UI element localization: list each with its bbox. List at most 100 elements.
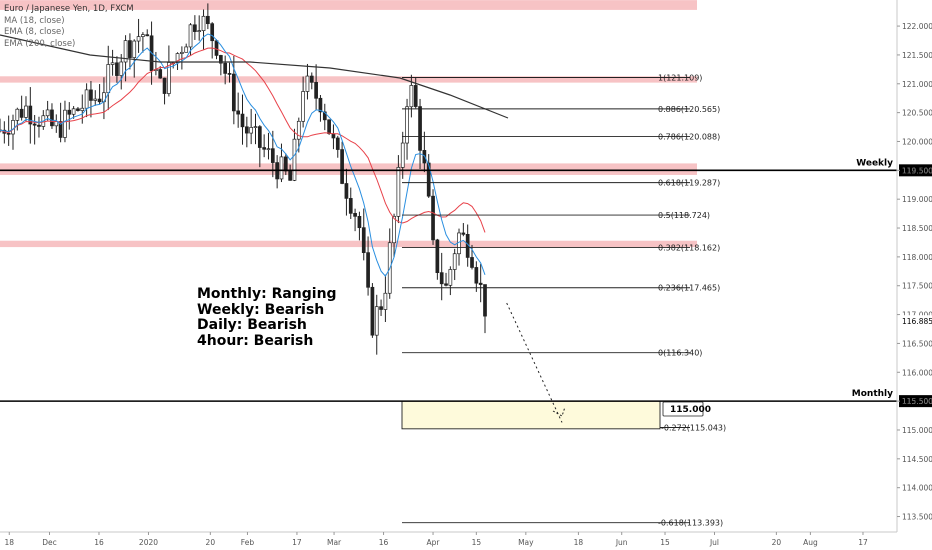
candle-body — [7, 133, 10, 134]
candle-body — [414, 85, 417, 106]
resistance-zone — [0, 241, 697, 247]
fib-level-label: -0.272(115.043) — [661, 423, 726, 432]
price-axis-label: 121.500 — [902, 51, 932, 60]
candle-body — [72, 109, 75, 114]
candle-body — [159, 70, 162, 79]
candle-body — [432, 196, 435, 240]
key-level-label: Monthly — [852, 389, 893, 399]
fib-level-label: 0.786(120.088) — [658, 132, 720, 141]
price-axis-label: 119.000 — [902, 195, 932, 204]
candle-body — [358, 216, 361, 227]
candle-body — [289, 171, 292, 180]
resistance-zone — [0, 163, 697, 175]
candle-body — [11, 120, 14, 134]
price-axis-label: 116.000 — [902, 368, 932, 377]
candle-body — [483, 285, 486, 317]
candle-body — [397, 167, 400, 216]
time-axis-label: 18 — [574, 538, 584, 547]
candle-body — [436, 240, 439, 273]
candle-body — [315, 82, 318, 98]
price-axis-label: 113.500 — [902, 513, 932, 522]
candle-body — [98, 99, 101, 102]
candle-body — [263, 148, 266, 150]
price-axis-label: 118.000 — [902, 253, 932, 262]
candle-body — [37, 125, 40, 126]
candle-body — [237, 111, 240, 114]
candle-body — [46, 110, 49, 116]
candle-body — [362, 228, 365, 253]
candle-body — [280, 157, 283, 179]
candle-body — [202, 16, 205, 30]
fib-level-label: 1(121.109) — [658, 73, 702, 82]
chart-legend: Euro / Japanese Yen, 1D, FXCM MA (18, cl… — [4, 4, 134, 50]
annotation-monthly: Monthly: Ranging — [197, 287, 337, 303]
candle-body — [198, 31, 201, 32]
candle-body — [76, 109, 79, 111]
candle-body — [475, 267, 478, 283]
candle-body — [193, 25, 196, 32]
candle-body — [111, 63, 114, 65]
candle-body — [401, 143, 404, 167]
candle-body — [211, 24, 214, 41]
candle-body — [258, 127, 261, 148]
annotation-weekly: Weekly: Bearish — [197, 303, 337, 319]
candle-body — [228, 73, 231, 74]
time-axis-label: 20 — [206, 538, 216, 547]
fib-level-label: 0.382(118.162) — [658, 244, 720, 253]
candle-body — [375, 307, 378, 335]
candle-body — [367, 253, 370, 288]
legend-ma18: MA (18, close) — [4, 16, 134, 28]
price-axis-label: 122.000 — [902, 22, 932, 31]
candle-body — [297, 121, 300, 139]
candle-body — [380, 307, 383, 310]
candle-body — [293, 139, 296, 180]
candle-body — [85, 90, 88, 108]
fib-level-label: 0.236(117.465) — [658, 284, 720, 293]
candle-body — [302, 91, 305, 121]
legend-ema200: EMA (200, close) — [4, 39, 134, 51]
candle-body — [63, 110, 66, 137]
candle-body — [206, 16, 209, 23]
candle-body — [371, 287, 374, 335]
candle-body — [332, 134, 335, 138]
candle-body — [250, 127, 253, 133]
candle-body — [306, 76, 309, 91]
candle-body — [267, 149, 270, 150]
price-axis-label: 120.500 — [902, 109, 932, 118]
time-axis-label: 20 — [772, 538, 782, 547]
candle-body — [50, 110, 53, 126]
candle-body — [163, 78, 166, 93]
candle-body — [479, 283, 482, 284]
candle-body — [24, 106, 27, 117]
price-axis-label: 115.000 — [902, 426, 932, 435]
time-axis-label: May — [518, 538, 534, 547]
candle-body — [81, 108, 84, 110]
candle-body — [349, 198, 352, 213]
time-axis-label: Aug — [803, 538, 818, 547]
candle-body — [449, 269, 452, 285]
time-axis-label: Jun — [615, 538, 628, 547]
candle-body — [68, 110, 71, 114]
time-axis-label: 16 — [94, 538, 104, 547]
fib-level-label: 0.886(120.565) — [658, 105, 720, 114]
candle-body — [120, 62, 123, 76]
candle-body — [336, 138, 339, 150]
candle-body — [406, 107, 409, 143]
candle-body — [224, 63, 227, 73]
time-axis-label: Dec — [42, 538, 57, 547]
candle-body — [232, 74, 235, 111]
target-zone — [402, 401, 660, 429]
candle-body — [16, 109, 19, 120]
legend-ema8: EMA (8, close) — [4, 27, 134, 39]
time-axis-label: Mar — [327, 538, 342, 547]
fib-level-label: -0.618(113.393) — [658, 519, 723, 528]
annotation-4hour: 4hour: Bearish — [197, 334, 337, 350]
candle-body — [146, 35, 149, 36]
price-axis-label: 119.500 — [902, 166, 932, 175]
candle-body — [471, 257, 474, 267]
time-axis-label: 2020 — [139, 538, 158, 547]
key-level-label: Weekly — [856, 158, 893, 168]
current-price-label: 116.885 — [902, 317, 932, 326]
time-axis-label: Jul — [709, 538, 719, 547]
